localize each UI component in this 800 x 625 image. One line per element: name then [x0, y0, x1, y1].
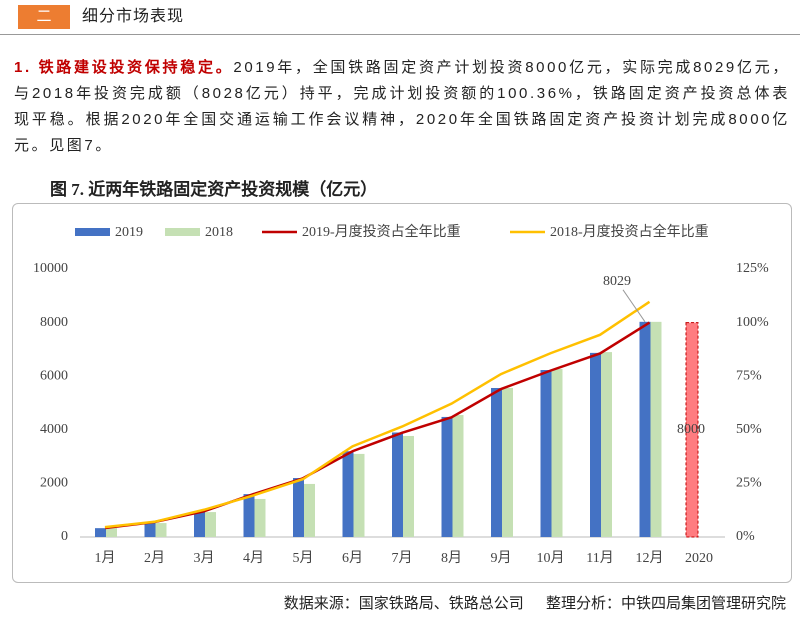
y-tick-label: 0 — [61, 529, 68, 544]
bar — [441, 416, 453, 537]
bar — [205, 512, 216, 537]
data-label: 8000 — [677, 422, 705, 437]
y-tick-label: 8000 — [40, 315, 68, 330]
chart-title: 图 7. 近两年铁路固定资产投资规模（亿元） — [50, 180, 378, 199]
bar — [106, 527, 117, 537]
legend-label: 2019 — [115, 225, 143, 240]
bar — [95, 528, 106, 537]
legend-label: 2019-月度投资占全年比重 — [302, 223, 461, 240]
y2-tick-label: 50% — [736, 422, 762, 437]
bar — [243, 494, 255, 537]
x-tick-label: 11月 — [586, 550, 613, 566]
y-tick-label: 4000 — [40, 422, 68, 437]
plan-bar — [685, 322, 699, 538]
bar — [650, 321, 662, 537]
x-tick-label: 2月 — [144, 550, 165, 566]
bar — [601, 352, 612, 537]
line — [104, 321, 651, 530]
y2-tick-label: 100% — [736, 315, 769, 330]
y2-tick-label: 25% — [736, 476, 762, 491]
data-label: 8029 — [603, 274, 631, 289]
paragraph: 1. 铁路建设投资保持稳定。2019年，全国铁路固定资产计划投资8000亿元，实… — [14, 55, 790, 159]
y-tick-label: 6000 — [40, 368, 68, 383]
bar — [392, 432, 403, 537]
leader-line — [622, 289, 646, 323]
bar — [353, 453, 365, 537]
section-header: 二 细分市场表现 — [0, 0, 800, 35]
bar — [502, 387, 513, 537]
x-tick-label: 9月 — [491, 550, 512, 566]
bar — [304, 483, 315, 537]
bar — [403, 435, 414, 537]
bar — [452, 415, 464, 537]
section-title: 细分市场表现 — [82, 8, 185, 25]
source: 数据来源：国家铁路局、铁路总公司 整理分析：中铁四局集团管理研究院 — [284, 592, 786, 613]
bar — [155, 523, 167, 537]
x-tick-label: 4月 — [243, 550, 264, 566]
x-tick-label: 3月 — [194, 550, 215, 566]
legend-swatch — [75, 228, 110, 236]
y-tick-label: 2000 — [40, 476, 68, 491]
bar — [293, 478, 304, 537]
y2-tick-label: 75% — [736, 368, 762, 383]
x-tick-label: 8月 — [441, 550, 462, 566]
legend-label: 2018-月度投资占全年比重 — [550, 223, 709, 240]
bar — [551, 368, 563, 537]
bar — [491, 387, 502, 537]
y-tick-label: 10000 — [33, 261, 68, 276]
body: 2019年，全国铁路固定资产计划投资8000亿元，实际完成8029亿元，与201… — [14, 59, 790, 154]
chart-frame — [12, 203, 792, 583]
bar — [144, 521, 156, 537]
x-tick-label: 7月 — [392, 550, 413, 566]
line — [104, 300, 651, 529]
legend-swatch — [165, 228, 200, 236]
x-tick-label: 10月 — [537, 550, 565, 566]
x-tick-label: 12月 — [636, 550, 664, 566]
lead: 1. 铁路建设投资保持稳定。 — [14, 59, 234, 76]
x-tick-label: 1月 — [95, 550, 116, 566]
source-left: 数据来源：国家铁路局、铁路总公司 — [283, 595, 524, 612]
bar — [639, 321, 651, 537]
y2-tick-label: 125% — [736, 261, 769, 276]
bar — [194, 511, 205, 537]
x-tick-label: 2020 — [685, 551, 713, 566]
bar — [254, 498, 266, 537]
y2-tick-label: 0% — [736, 529, 755, 544]
source-right: 整理分析：中铁四局集团管理研究院 — [545, 595, 786, 612]
x-tick-label: 5月 — [293, 550, 314, 566]
x-tick-label: 6月 — [342, 550, 363, 566]
bar — [342, 451, 354, 537]
legend-label: 2018 — [205, 225, 233, 240]
section-number: 二 — [18, 5, 70, 29]
bar — [590, 352, 601, 537]
bar — [540, 370, 552, 537]
